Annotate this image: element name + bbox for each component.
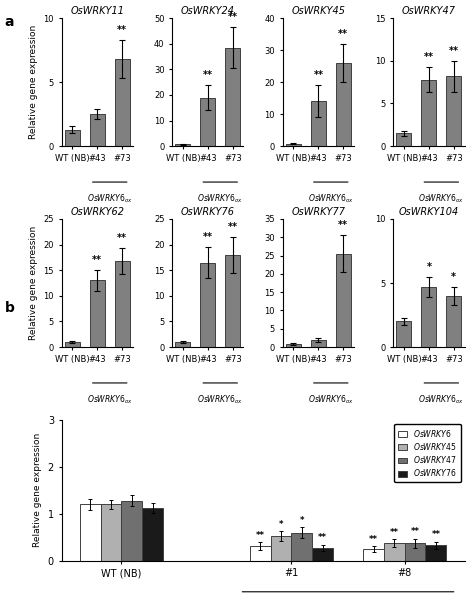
Bar bbox=[201, 98, 215, 146]
Text: **: ** bbox=[203, 232, 213, 242]
Bar bbox=[65, 342, 80, 347]
Text: **: ** bbox=[338, 220, 348, 230]
Title: OsWRKY77: OsWRKY77 bbox=[292, 207, 346, 217]
Bar bbox=[421, 287, 437, 347]
Text: **: ** bbox=[390, 528, 399, 537]
Bar bbox=[225, 48, 240, 146]
Bar bbox=[312, 548, 333, 561]
Bar bbox=[384, 543, 405, 561]
Text: **: ** bbox=[203, 69, 213, 80]
Bar bbox=[90, 280, 105, 347]
Bar bbox=[405, 543, 426, 561]
Y-axis label: Relative gene expression: Relative gene expression bbox=[33, 433, 42, 548]
Legend: $\it{OsWRKY6}$, $\it{OsWRKY45}$, $\it{OsWRKY47}$, $\it{OsWRKY76}$: $\it{OsWRKY6}$, $\it{OsWRKY45}$, $\it{Os… bbox=[394, 424, 461, 482]
Title: OsWRKY47: OsWRKY47 bbox=[402, 6, 456, 16]
Bar bbox=[201, 262, 215, 347]
Text: $OsWRKY6_{ox}$: $OsWRKY6_{ox}$ bbox=[419, 393, 464, 406]
Bar bbox=[80, 505, 100, 561]
Bar bbox=[115, 261, 130, 347]
Bar bbox=[396, 133, 411, 146]
Text: $OsWRKY6_{ox}$: $OsWRKY6_{ox}$ bbox=[308, 393, 354, 406]
Y-axis label: Relative gene expression: Relative gene expression bbox=[29, 226, 38, 340]
Bar bbox=[336, 63, 351, 146]
Text: $OsWRKY6_{ox}$: $OsWRKY6_{ox}$ bbox=[197, 192, 243, 205]
Text: **: ** bbox=[117, 233, 127, 243]
Bar bbox=[286, 344, 301, 347]
Title: OsWRKY62: OsWRKY62 bbox=[70, 207, 124, 217]
Text: **: ** bbox=[318, 534, 327, 543]
Y-axis label: Relative gene expression: Relative gene expression bbox=[29, 25, 38, 139]
Text: *: * bbox=[300, 516, 304, 525]
Text: **: ** bbox=[410, 528, 419, 536]
Bar bbox=[396, 321, 411, 347]
Text: *: * bbox=[451, 272, 456, 282]
Text: *: * bbox=[279, 520, 283, 529]
Bar bbox=[286, 144, 301, 146]
Text: **: ** bbox=[228, 12, 238, 22]
Bar bbox=[421, 80, 437, 146]
Bar bbox=[115, 59, 130, 146]
Text: $OsWRKY6_{ox}$: $OsWRKY6_{ox}$ bbox=[87, 393, 133, 406]
Title: OsWRKY45: OsWRKY45 bbox=[292, 6, 346, 16]
Text: **: ** bbox=[117, 25, 127, 35]
Text: $OsWRKY6_{ox}$: $OsWRKY6_{ox}$ bbox=[197, 393, 243, 406]
Title: OsWRKY11: OsWRKY11 bbox=[70, 6, 124, 16]
Text: **: ** bbox=[338, 28, 348, 39]
Title: OsWRKY104: OsWRKY104 bbox=[399, 207, 459, 217]
Title: OsWRKY76: OsWRKY76 bbox=[181, 207, 235, 217]
Bar bbox=[142, 508, 163, 561]
Text: **: ** bbox=[228, 222, 238, 232]
Bar bbox=[225, 255, 240, 347]
Text: **: ** bbox=[92, 255, 102, 265]
Text: $OsWRKY6_{ox}$: $OsWRKY6_{ox}$ bbox=[87, 192, 133, 205]
Bar bbox=[292, 532, 312, 561]
Bar bbox=[175, 144, 191, 146]
Text: b: b bbox=[5, 302, 15, 315]
Bar bbox=[426, 545, 446, 561]
Bar bbox=[175, 343, 191, 347]
Text: $OsWRKY6_{ox}$: $OsWRKY6_{ox}$ bbox=[308, 192, 354, 205]
Bar bbox=[271, 536, 292, 561]
Text: **: ** bbox=[449, 46, 459, 55]
Text: **: ** bbox=[369, 535, 378, 544]
Text: **: ** bbox=[313, 70, 323, 80]
Bar bbox=[121, 500, 142, 561]
Bar bbox=[336, 254, 351, 347]
Text: *: * bbox=[427, 262, 431, 271]
Bar bbox=[311, 339, 326, 347]
Bar bbox=[311, 101, 326, 146]
Bar bbox=[250, 546, 271, 561]
Bar bbox=[100, 505, 121, 561]
Bar bbox=[65, 130, 80, 146]
Title: OsWRKY24: OsWRKY24 bbox=[181, 6, 235, 16]
Bar bbox=[90, 114, 105, 146]
Text: **: ** bbox=[256, 531, 265, 540]
Text: a: a bbox=[5, 15, 14, 29]
Bar bbox=[363, 549, 384, 561]
Text: $OsWRKY6_{ox}$: $OsWRKY6_{ox}$ bbox=[419, 192, 464, 205]
Bar bbox=[447, 296, 461, 347]
Text: **: ** bbox=[424, 52, 434, 62]
Bar bbox=[447, 76, 461, 146]
Text: **: ** bbox=[431, 530, 440, 539]
